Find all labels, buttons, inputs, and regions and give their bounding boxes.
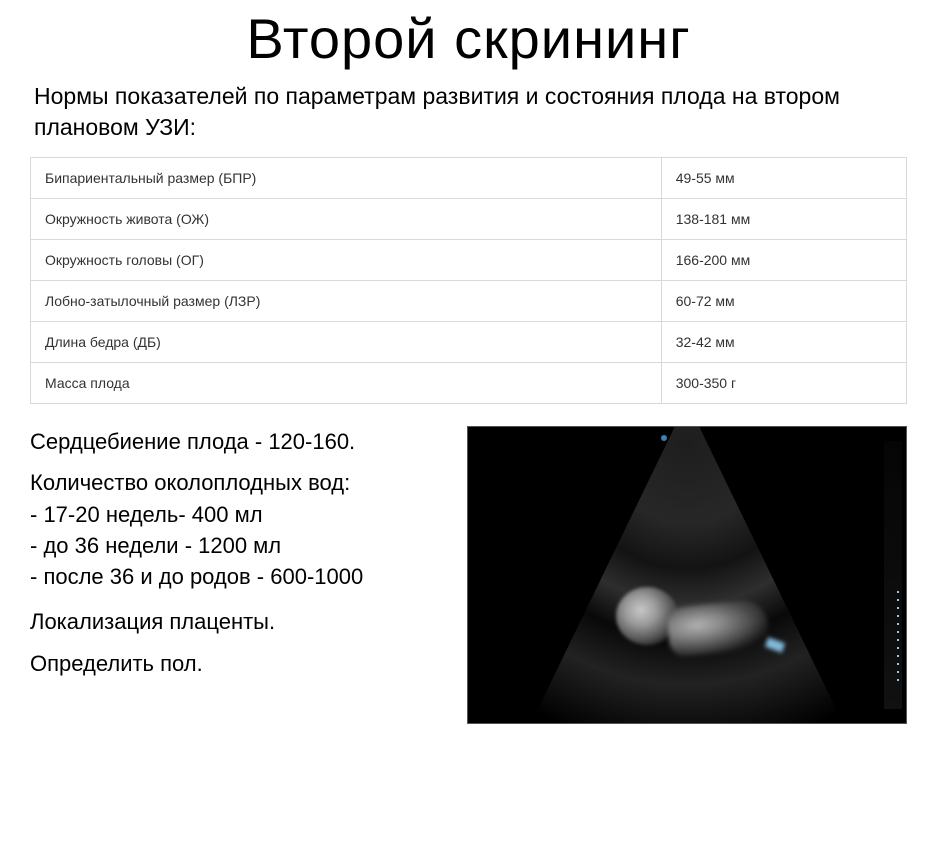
table-row: Масса плода 300-350 г <box>31 363 907 404</box>
param-cell: Окружность живота (ОЖ) <box>31 199 662 240</box>
value-cell: 32-42 мм <box>661 322 906 363</box>
fluid-line: - до 36 недели - 1200 мл <box>30 530 457 561</box>
heartbeat-line: Сердцебиение плода - 120-160. <box>30 426 457 457</box>
ultrasound-depth-scale <box>884 441 902 709</box>
param-cell: Окружность головы (ОГ) <box>31 240 662 281</box>
table-row: Бипариентальный размер (БПР) 49-55 мм <box>31 158 907 199</box>
info-text-column: Сердцебиение плода - 120-160. Количество… <box>30 426 457 724</box>
value-cell: 49-55 мм <box>661 158 906 199</box>
table-row: Окружность живота (ОЖ) 138-181 мм <box>31 199 907 240</box>
page-container: Второй скрининг Нормы показателей по пар… <box>0 0 937 734</box>
value-cell: 300-350 г <box>661 363 906 404</box>
param-cell: Лобно-затылочный размер (ЛЗР) <box>31 281 662 322</box>
param-cell: Масса плода <box>31 363 662 404</box>
value-cell: 138-181 мм <box>661 199 906 240</box>
page-title: Второй скрининг <box>30 0 907 79</box>
gender-line: Определить пол. <box>30 648 457 679</box>
amniotic-fluid-block: Количество околоплодных вод: - 17-20 нед… <box>30 467 457 592</box>
table-row: Длина бедра (ДБ) 32-42 мм <box>31 322 907 363</box>
norms-table: Бипариентальный размер (БПР) 49-55 мм Ок… <box>30 157 907 404</box>
ultrasound-fetus <box>608 569 778 669</box>
param-cell: Бипариентальный размер (БПР) <box>31 158 662 199</box>
param-cell: Длина бедра (ДБ) <box>31 322 662 363</box>
table-row: Лобно-затылочный размер (ЛЗР) 60-72 мм <box>31 281 907 322</box>
fluid-line: - 17-20 недель- 400 мл <box>30 499 457 530</box>
page-subtitle: Нормы показателей по параметрам развития… <box>30 79 907 157</box>
value-cell: 166-200 мм <box>661 240 906 281</box>
fluid-heading: Количество околоплодных вод: <box>30 467 457 498</box>
table-row: Окружность головы (ОГ) 166-200 мм <box>31 240 907 281</box>
value-cell: 60-72 мм <box>661 281 906 322</box>
lower-section: Сердцебиение плода - 120-160. Количество… <box>30 426 907 724</box>
ultrasound-image <box>467 426 907 724</box>
ultrasound-marker-dot <box>661 435 667 441</box>
placenta-line: Локализация плаценты. <box>30 606 457 637</box>
fluid-line: - после 36 и до родов - 600-1000 <box>30 561 457 592</box>
